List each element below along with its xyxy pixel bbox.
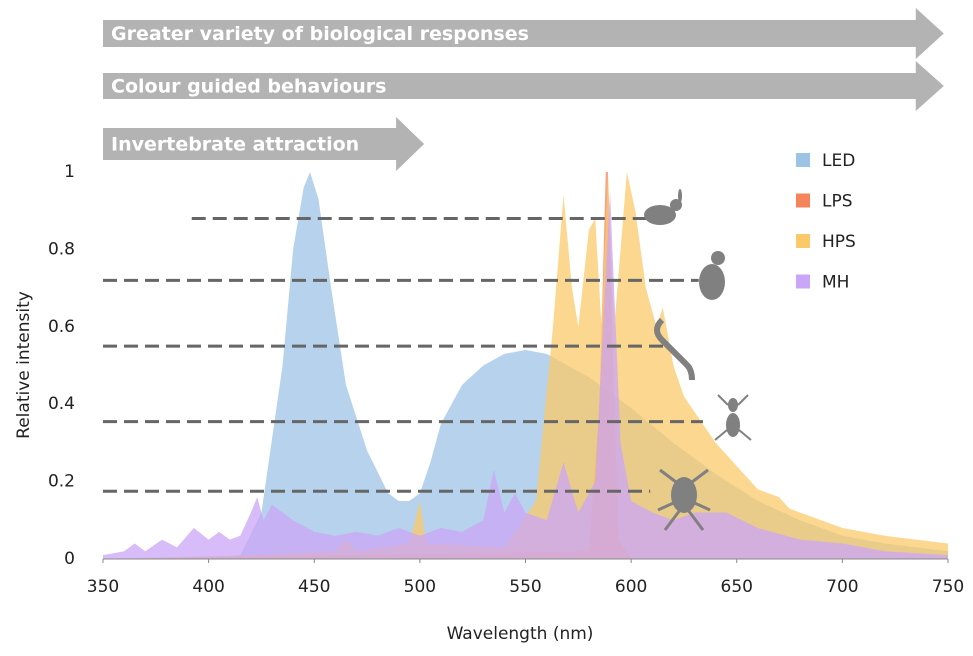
legend-swatch	[796, 194, 810, 208]
y-tick-label: 0	[64, 549, 75, 569]
y-tick-label: 0.6	[48, 317, 75, 337]
x-tick-label: 350	[87, 577, 119, 597]
x-tick-label: 650	[721, 577, 753, 597]
spectrum-area	[103, 172, 948, 559]
x-tick-label: 600	[615, 577, 647, 597]
legend-swatch	[796, 153, 810, 167]
x-axis-label: Wavelength (nm)	[447, 624, 594, 644]
x-tick-label: 700	[826, 577, 858, 597]
y-tick-label: 1	[64, 162, 75, 182]
chart: Wavelength (nm) Relative intensity Great…	[0, 0, 973, 656]
x-tick-label: 400	[192, 577, 224, 597]
arrow-label: Invertebrate attraction	[111, 134, 359, 156]
x-tick-label: 750	[932, 577, 964, 597]
y-tick-label: 0.4	[48, 394, 75, 414]
x-tick-label: 450	[298, 577, 330, 597]
legend-swatch	[796, 275, 810, 289]
arrow-label: Greater variety of biological responses	[111, 23, 529, 45]
legend-label: LPS	[822, 192, 853, 212]
legend-swatch	[796, 234, 810, 248]
legend-label: LED	[822, 151, 855, 171]
arrow-label: Colour guided behaviours	[111, 76, 386, 98]
legend-label: MH	[822, 273, 849, 293]
x-tick-label: 550	[509, 577, 541, 597]
legend-label: HPS	[822, 232, 856, 252]
y-axis-label: Relative intensity	[14, 291, 34, 439]
x-tick-label: 500	[404, 577, 436, 597]
y-tick-label: 0.8	[48, 239, 75, 259]
y-tick-label: 0.2	[48, 472, 75, 492]
